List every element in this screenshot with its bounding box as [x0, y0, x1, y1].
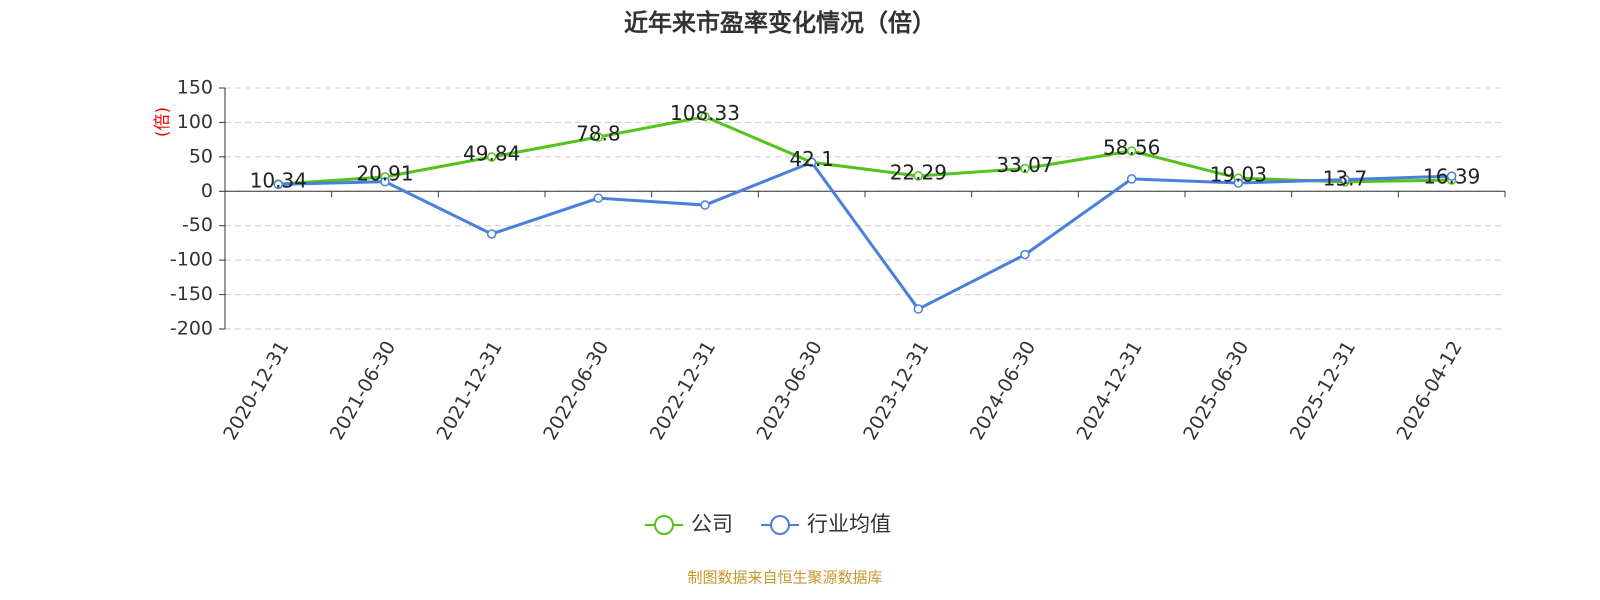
- data-point: [593, 132, 604, 142]
- x-tick-label: 2024-06-30: [966, 337, 1040, 444]
- x-tick-label: 2023-06-30: [752, 337, 826, 444]
- data-point: [1020, 249, 1030, 260]
- x-tick-label: 2020-12-31: [219, 337, 293, 444]
- data-label: 108.33: [670, 101, 740, 125]
- x-tick-label: 2022-12-31: [646, 337, 720, 444]
- data-label: 42.1: [789, 147, 834, 171]
- x-tick-label: 2025-06-30: [1179, 337, 1253, 444]
- data-point: [1446, 171, 1457, 181]
- data-label: 10.34: [250, 169, 307, 193]
- data-point: [1020, 163, 1030, 174]
- legend-item: 行业均值: [761, 512, 891, 536]
- x-tick-label: 2021-06-30: [326, 337, 400, 444]
- data-label: 16.39: [1423, 165, 1480, 189]
- chart-title: 近年来市盈率变化情况（倍）: [624, 9, 936, 37]
- data-label: 78.8: [576, 122, 621, 146]
- y-tick-label: -150: [170, 283, 213, 305]
- data-point: [1233, 178, 1244, 188]
- source-note: 制图数据来自恒生聚源数据库: [687, 569, 882, 587]
- legend-marker: [770, 515, 790, 535]
- data-point: [1126, 146, 1137, 156]
- data-point: [486, 152, 497, 162]
- data-label: 58.56: [1103, 135, 1160, 159]
- legend-label: 公司: [691, 512, 733, 536]
- data-label: 33.07: [996, 153, 1053, 177]
- data-label: 13.7: [1323, 166, 1368, 190]
- data-point: [380, 176, 390, 187]
- data-point: [1126, 174, 1137, 184]
- y-tick-label: -50: [182, 214, 213, 236]
- x-tick-label: 2024-12-31: [1072, 337, 1146, 444]
- series-line: [278, 115, 1452, 186]
- data-label: 20.91: [356, 161, 413, 185]
- data-point: [700, 111, 710, 122]
- data-label: 49.84: [463, 141, 520, 165]
- data-point: [913, 171, 924, 181]
- x-tick-label: 2026-04-12: [1392, 337, 1466, 444]
- data-point: [273, 179, 284, 190]
- y-tick-label: 0: [201, 180, 213, 202]
- data-point: [593, 193, 604, 203]
- data-point: [1340, 174, 1350, 185]
- x-tick-label: 2021-12-31: [432, 337, 506, 444]
- y-tick-label: 150: [177, 77, 213, 99]
- legend-item: 公司: [645, 512, 733, 536]
- x-tick-label: 2025-12-31: [1286, 337, 1360, 444]
- y-tick-label: 50: [189, 145, 213, 167]
- y-tick-label: -100: [170, 249, 213, 271]
- x-tick-label: 2022-06-30: [539, 337, 613, 444]
- data-label: 19.03: [1210, 163, 1267, 187]
- y-axis-label: (倍): [153, 107, 173, 137]
- data-point: [700, 200, 710, 210]
- data-point: [913, 304, 924, 314]
- data-point: [486, 229, 497, 239]
- legend-label: 行业均值: [807, 512, 891, 536]
- data-label: 22.29: [890, 160, 947, 184]
- y-tick-label: -200: [170, 318, 213, 340]
- data-point: [806, 157, 817, 168]
- series-line: [278, 160, 1452, 311]
- x-tick-label: 2023-12-31: [859, 337, 933, 444]
- legend-marker: [654, 515, 674, 535]
- y-tick-label: 100: [177, 111, 213, 133]
